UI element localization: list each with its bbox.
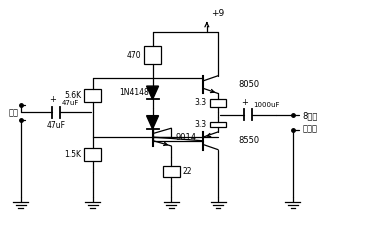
Polygon shape: [147, 116, 158, 129]
Text: 47uF: 47uF: [46, 121, 65, 130]
Bar: [84, 148, 101, 161]
Bar: [144, 46, 161, 64]
Text: +9: +9: [211, 9, 224, 18]
Text: +: +: [49, 95, 56, 104]
Text: +: +: [242, 98, 249, 107]
Text: 47uF: 47uF: [62, 100, 79, 106]
Text: 1N4148: 1N4148: [119, 88, 149, 97]
Text: 3.3: 3.3: [195, 120, 207, 129]
Text: 8050: 8050: [239, 80, 260, 89]
Text: 3.3: 3.3: [195, 99, 207, 107]
Bar: [210, 99, 226, 107]
Text: 22: 22: [182, 167, 192, 176]
Text: 1000uF: 1000uF: [254, 102, 280, 108]
Text: 470: 470: [127, 51, 141, 60]
Bar: [84, 89, 101, 102]
Polygon shape: [147, 86, 158, 99]
Bar: [163, 166, 179, 177]
Text: 5.6K: 5.6K: [64, 91, 81, 100]
Text: 8欧姆: 8欧姆: [302, 112, 318, 121]
Text: 1.5K: 1.5K: [65, 150, 81, 159]
Text: 输入: 输入: [9, 108, 19, 117]
Bar: [210, 122, 226, 128]
Text: 9014: 9014: [175, 133, 196, 142]
Text: 扬声器: 扬声器: [302, 124, 317, 133]
Text: 8550: 8550: [239, 136, 260, 145]
